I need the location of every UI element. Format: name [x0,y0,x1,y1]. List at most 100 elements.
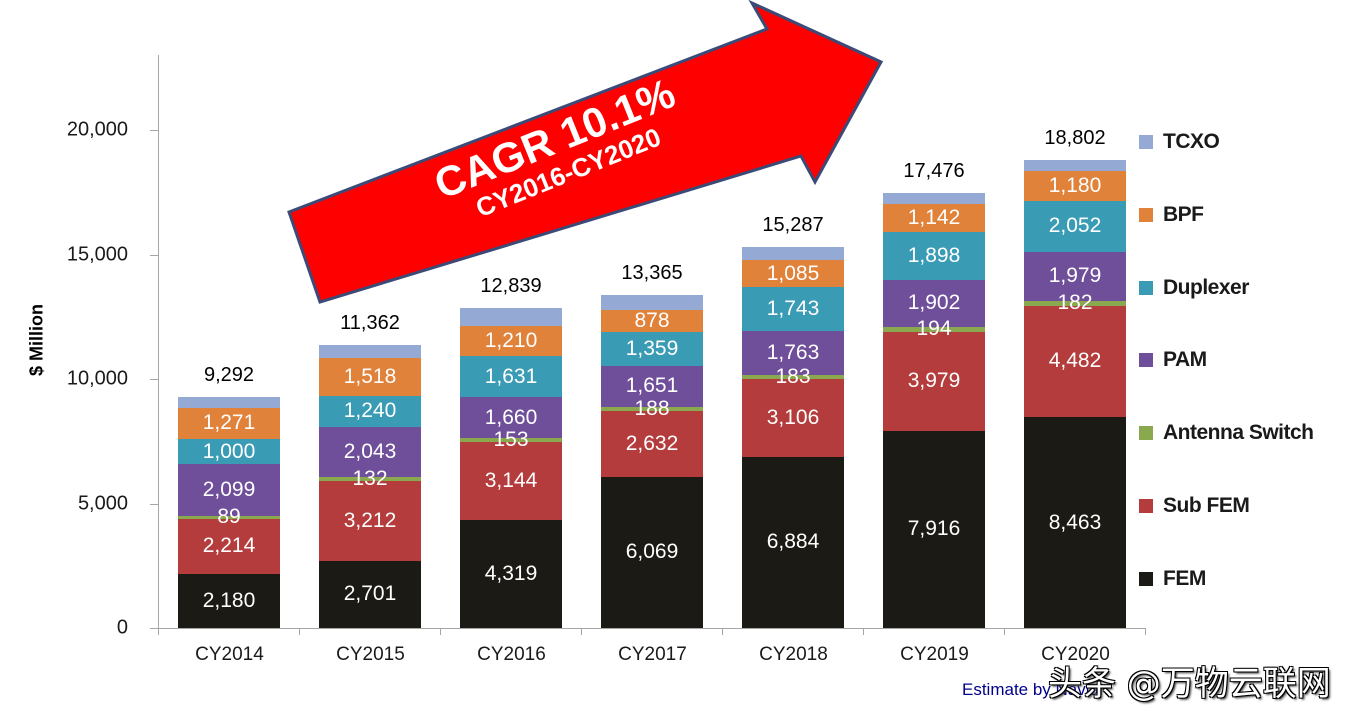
bar-value-label: 1,142 [907,206,961,230]
x-tick-mark [299,628,300,635]
bar-segment-antenna-switch [460,438,562,443]
bar-segment-tcxo [460,308,562,327]
x-tick-label: CY2019 [900,644,969,665]
x-tick-mark [158,628,159,635]
x-tick-label: CY2014 [195,644,264,665]
y-tick-label: 15,000 [66,243,128,265]
bar-value-label: 1,651 [625,374,679,398]
legend-swatch-icon [1139,571,1153,586]
bar-segment-sub-fem [460,442,562,521]
legend-swatch-icon [1139,499,1153,513]
x-tick-label: CY2020 [1041,644,1110,665]
bar-value-label: 878 [634,308,670,332]
bar-segment-pam [742,330,844,375]
bar-value-label: 182 [1057,291,1093,315]
y-axis-title: $ Million [26,304,47,376]
legend-item-duplexer: Duplexer [1139,276,1249,300]
legend-swatch-icon [1139,135,1153,149]
bar-segment-sub-fem [883,331,985,431]
y-tick-label: 20,000 [66,118,128,141]
bar-value-label: 188 [634,397,670,420]
bar-value-label: 1,660 [484,405,538,429]
bar-segment-tcxo [742,247,844,261]
bar-value-label: 1,743 [766,297,820,321]
bar-segment-bpf [460,326,562,357]
bar-value-label: 1,898 [907,243,961,267]
watermark: 头条 @万物云联网 [1048,664,1331,704]
bar-segment-duplexer [319,395,421,427]
bar-segment-tcxo [601,295,703,310]
bar-segment-duplexer [460,356,562,398]
legend-label: PAM [1163,348,1207,372]
bar-total-label: 17,476 [903,159,965,182]
bar-value-label: 3,106 [766,405,820,429]
y-tick-mark [150,503,158,505]
y-tick-label: 0 [116,616,128,639]
bar-value-label: 194 [916,317,952,341]
legend-item-fem: FEM [1139,567,1206,591]
bar-value-label: 153 [493,428,529,452]
bar-segment-bpf [178,407,280,440]
bar-value-label: 1,240 [343,399,397,423]
bar-total-label: 11,362 [340,312,400,335]
bar-value-label: 8,463 [1048,510,1102,534]
bar-value-label: 1,000 [202,439,256,463]
bar-total-label: 18,802 [1044,126,1106,149]
y-tick-label: 10,000 [66,367,128,390]
bar-segment-antenna-switch [742,374,844,380]
bar-segment-pam [601,365,703,407]
bar-value-label: 1,359 [625,336,679,360]
bar-value-label: 3,979 [907,369,961,393]
y-axis-line [158,55,159,629]
bar-value-label: 1,763 [766,340,820,364]
bar-value-label: 2,099 [202,478,256,502]
legend-label: FEM [1163,566,1206,590]
x-tick-mark [581,628,582,635]
bar-segment-tcxo [319,345,421,358]
legend-swatch-icon [1139,426,1153,441]
x-axis-line [150,628,1146,629]
bar-segment-fem [460,520,562,628]
legend-swatch-icon [1139,353,1153,368]
bar-value-label: 1,979 [1048,264,1102,288]
x-tick-label: CY2015 [336,644,405,665]
legend-swatch-icon [1139,207,1153,222]
bar-value-label: 2,701 [343,582,397,606]
bar-value-label: 6,884 [766,530,820,554]
bar-segment-sub-fem [601,411,703,477]
bar-value-label: 89 [217,505,241,529]
y-tick-mark [150,379,158,380]
bar-value-label: 1,631 [484,364,538,388]
bar-value-label: 1,518 [343,364,397,388]
bar-segment-bpf [883,203,985,233]
legend-swatch-icon [1139,280,1153,295]
bar-segment-sub-fem [1024,305,1126,418]
bar-segment-pam [319,426,421,478]
bar-segment-fem [1024,417,1126,628]
legend-item-sub-fem: Sub FEM [1139,494,1250,518]
bar-segment-fem [883,430,985,628]
legend-item-antenna-switch: Antenna Switch [1139,421,1314,445]
bar-value-label: 2,180 [202,588,256,612]
cagr-annotation: CAGR 10.1% CY2016-CY2020 [428,69,692,233]
legend-item-pam: PAM [1139,348,1207,372]
bar-segment-antenna-switch [178,516,280,519]
bar-segment-bpf [1024,171,1126,201]
legend-item-bpf: BPF [1139,203,1204,227]
bar-segment-sub-fem [319,480,421,561]
bar-segment-sub-fem [742,379,844,457]
bar-segment-fem [601,476,703,628]
bar-segment-tcxo [1024,159,1126,172]
bar-segment-antenna-switch [1024,301,1126,306]
bar-segment-antenna-switch [601,406,703,412]
bar-segment-antenna-switch [319,477,421,481]
bar-segment-duplexer [1024,200,1126,252]
bar-value-label: 2,632 [625,432,679,456]
bar-segment-pam [178,464,280,517]
bar-total-label: 12,839 [480,275,542,298]
y-tick-mark [150,254,158,256]
bar-value-label: 7,916 [907,517,961,541]
x-tick-label: CY2016 [477,644,546,665]
bar-segment-sub-fem [178,518,280,574]
